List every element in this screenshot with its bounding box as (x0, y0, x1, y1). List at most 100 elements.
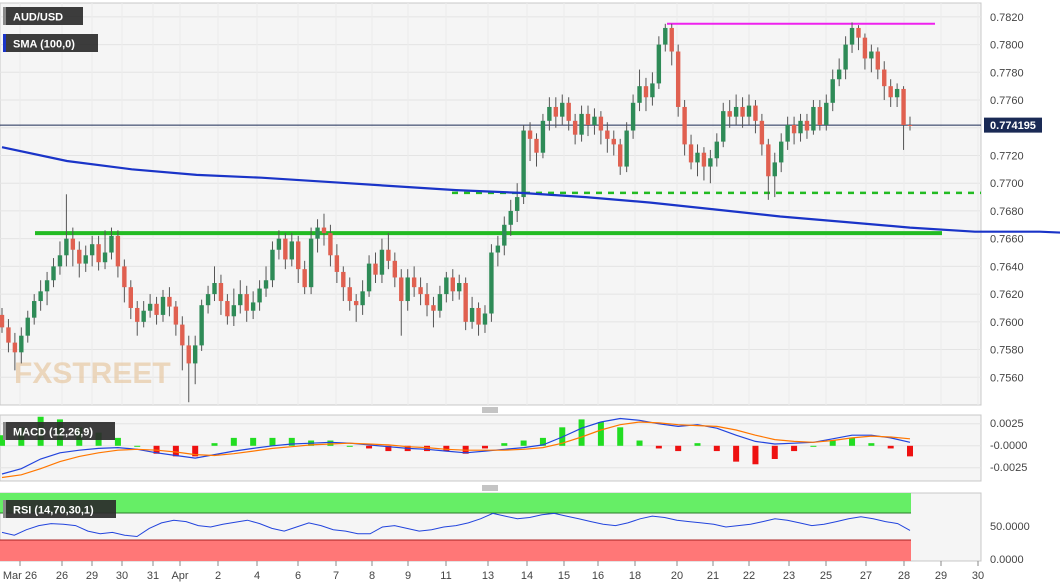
candle (263, 266, 269, 297)
candle (843, 36, 848, 80)
candle (585, 105, 591, 137)
candle (514, 183, 520, 223)
support-resistance-levels (0, 22, 981, 236)
candle (882, 61, 887, 101)
candle (353, 294, 359, 322)
last-price-marker: 0.774195 (984, 117, 1042, 133)
macd-hist-bar (114, 437, 121, 446)
sma-label: SMA (100,0) (13, 39, 75, 51)
macd-hist-bar (424, 445, 431, 452)
candle (450, 269, 455, 302)
main-panel (0, 2, 982, 406)
sma-line (1, 146, 1060, 234)
price-tick-label: 0.7600 (990, 317, 1024, 329)
macd-hist-bar (288, 437, 295, 446)
candle (154, 296, 159, 325)
candle (553, 97, 559, 128)
candle (785, 116, 790, 150)
candle (199, 299, 204, 351)
candle (19, 327, 24, 364)
candle (302, 260, 307, 295)
macd-hist-bar (713, 445, 720, 452)
candle (695, 144, 700, 177)
symbol-legend[interactable]: AUD/USD (3, 7, 83, 25)
splitter-handle-2[interactable] (482, 485, 498, 491)
candle (811, 100, 816, 135)
time-tick-label: 15 (558, 570, 570, 582)
candle (244, 285, 249, 322)
macd-hist-bar (346, 445, 353, 447)
candle (167, 287, 172, 317)
candle (476, 302, 481, 336)
candle (173, 301, 179, 336)
candle (77, 241, 82, 278)
price-tick-label: 0.7660 (990, 234, 1024, 246)
last-price-label: 0.774195 (990, 120, 1036, 132)
candle (560, 94, 565, 125)
candle (527, 122, 533, 162)
candle (38, 280, 43, 311)
macd-hist-bar (578, 419, 585, 446)
candle (721, 102, 726, 148)
macd-legend[interactable]: MACD (12,26,9) (3, 422, 115, 440)
candle (669, 23, 674, 66)
time-tick-label: Mar 26 (3, 570, 37, 582)
macd-hist-bar (172, 445, 179, 457)
time-tick-label: 18 (629, 570, 641, 582)
time-tick-label: 16 (592, 570, 604, 582)
candle (637, 69, 642, 112)
candle (399, 269, 404, 336)
rsi-legend[interactable]: RSI (14,70,30,1) (3, 500, 116, 518)
time-tick-label: 29 (86, 570, 98, 582)
rsi-tick: 50.0000 (990, 521, 1030, 533)
candle (341, 266, 346, 302)
time-tick-label: 29 (935, 570, 947, 582)
candle (521, 124, 526, 204)
candle (360, 280, 365, 315)
macd-hist-bar (868, 443, 875, 446)
price-axis: 0.78200.78000.77800.77600.77400.77200.77… (990, 12, 1024, 384)
candle (566, 97, 571, 131)
candle (817, 100, 823, 131)
macd-hist-bar (829, 440, 836, 446)
fxstreet-watermark: FXSTREET (14, 357, 171, 390)
candle (212, 266, 217, 302)
macd-panel (0, 414, 982, 482)
candle (798, 113, 803, 142)
macd-hist-bar (907, 445, 913, 457)
candle (250, 291, 256, 320)
candle (186, 335, 191, 403)
candle (862, 33, 868, 70)
candle (308, 227, 314, 295)
candle (231, 288, 237, 326)
macd-hist-bar (327, 440, 334, 446)
candle (315, 219, 320, 253)
candle (392, 252, 398, 288)
candle (759, 113, 765, 156)
candle (701, 147, 707, 181)
macd-hist-bar (539, 437, 546, 446)
candle (6, 319, 11, 353)
candle (611, 130, 616, 156)
macd-hist-bar (636, 440, 643, 446)
macd-tick: 0.0025 (990, 418, 1024, 430)
macd-hist-bar (230, 437, 237, 446)
candle (888, 79, 893, 107)
candle (714, 133, 720, 167)
time-tick-label: 22 (743, 570, 755, 582)
time-tick-label: 13 (482, 570, 494, 582)
candle (405, 269, 410, 311)
splitter-handle-1[interactable] (482, 407, 498, 413)
candle (276, 230, 282, 260)
candle (547, 97, 552, 131)
sma-legend[interactable]: SMA (100,0) (3, 34, 98, 52)
candle (894, 83, 900, 107)
candle (334, 244, 340, 284)
candle (89, 235, 95, 267)
candle (540, 113, 546, 159)
time-tick-label: 2 (215, 570, 221, 582)
candle (901, 86, 906, 150)
candle (160, 289, 166, 322)
candle (122, 259, 127, 303)
